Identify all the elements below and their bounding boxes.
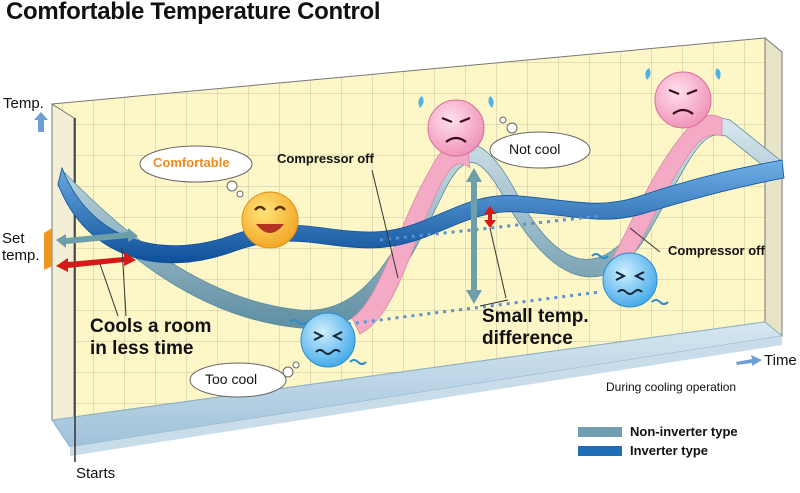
temp-up-arrow-icon (34, 112, 48, 132)
legend-inverter: Inverter type (630, 443, 709, 458)
small-difference-label: Small temp. difference (482, 306, 589, 350)
set-temp-line2: temp. (2, 247, 40, 264)
not-cool-bubble (489, 116, 591, 169)
inverter-curve (57, 159, 785, 264)
page-title: Comfortable Temperature Control (6, 0, 381, 25)
small-diff-line2: difference (482, 328, 573, 349)
comfortable-text: Comfortable (153, 155, 230, 170)
legend-swatch-non-inverter (578, 427, 622, 437)
happy-face-icon (241, 191, 299, 249)
cold-face-icon (289, 312, 367, 368)
small-diff-line1: Small temp. (482, 306, 589, 327)
guide-lines (339, 214, 601, 327)
time-arrow-icon (736, 355, 762, 366)
not-cool-text: Not cool (509, 141, 561, 157)
non-inverter-start-arrow (56, 228, 138, 248)
legend-swatch-inverter (578, 446, 622, 456)
cools-line1: Cools a room (90, 316, 212, 337)
inverter-start-arrow (56, 252, 136, 272)
too-cool-text: Too cool (205, 371, 258, 387)
too-cool-bubble (189, 361, 300, 398)
legend-non-inverter: Non-inverter type (630, 424, 738, 439)
floor (51, 321, 784, 456)
cools-line2: in less time (90, 338, 194, 359)
start-label: Starts (76, 465, 116, 482)
hot-sweating-face-icon (418, 96, 494, 157)
y-axis-label: Temp. (3, 95, 44, 112)
set-temp-label: Set temp. (2, 230, 40, 264)
set-temp-marker (44, 228, 52, 270)
x-axis-label: Time (764, 352, 797, 369)
compressor-off-label-2: Compressor off (668, 243, 765, 258)
large-difference-arrow (466, 168, 482, 304)
small-difference-arrow (484, 206, 496, 228)
pointer-lines (99, 169, 661, 317)
cools-fast-label: Cools a room in less time (90, 316, 211, 360)
cold-face-icon-2 (591, 252, 669, 308)
comfortable-bubble (139, 145, 253, 198)
hot-sweating-face-icon-2 (645, 68, 721, 129)
set-temp-line1: Set (2, 230, 25, 247)
compressor-off-label-1: Compressor off (277, 151, 374, 166)
operation-note: During cooling operation (606, 380, 737, 394)
